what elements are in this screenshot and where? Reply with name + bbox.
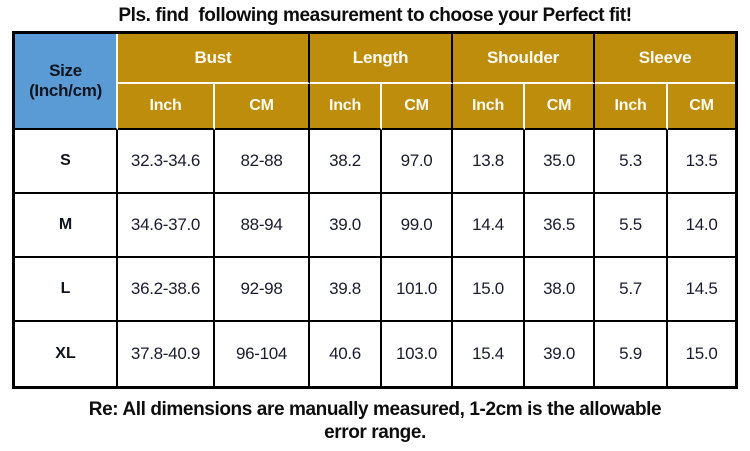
length-cm-value: 97.0	[382, 130, 454, 194]
subheader-shoulder-cm: CM	[525, 84, 596, 130]
shoulder-cm-value: 35.0	[525, 130, 596, 194]
bust-cm-value: 96-104	[215, 322, 311, 386]
bust-cm-value: 92-98	[215, 258, 311, 322]
length-cm-value: 103.0	[382, 322, 454, 386]
table-row-m: M 34.6-37.0 88-94 39.0 99.0 14.4 36.5 5.…	[15, 194, 736, 258]
header-group-row: Size (Inch/cm) Bust Length Shoulder Slee…	[15, 34, 736, 130]
table-row-xl: XL 37.8-40.9 96-104 40.6 103.0 15.4 39.0…	[15, 322, 736, 386]
subheader-length-inch: Inch	[310, 84, 383, 130]
subheader-bust-inch: Inch	[118, 84, 215, 130]
subheader-sleeve-cm: CM	[668, 84, 736, 130]
group-header-sleeve: Sleeve	[595, 34, 736, 84]
footer-note: Re: All dimensions are manually measured…	[0, 398, 750, 444]
length-inch-value: 39.8	[310, 258, 383, 322]
shoulder-cm-value: 39.0	[525, 322, 596, 386]
group-header-length: Length	[310, 34, 454, 84]
page-title: Pls. find following measurement to choos…	[118, 5, 632, 26]
size-cell: L	[15, 258, 118, 322]
group-header-bust: Bust	[118, 34, 311, 84]
subheader-length-cm: CM	[382, 84, 454, 130]
size-cell: S	[15, 130, 118, 194]
length-cm-value: 101.0	[382, 258, 454, 322]
subheader-shoulder-inch: Inch	[453, 84, 526, 130]
sleeve-cm-value: 14.5	[668, 258, 736, 322]
length-inch-value: 40.6	[310, 322, 383, 386]
sleeve-inch-value: 5.9	[595, 322, 669, 386]
footer-note-line2: error range.	[324, 422, 426, 443]
length-cm-value: 99.0	[382, 194, 454, 258]
sleeve-cm-value: 13.5	[668, 130, 736, 194]
size-chart-table: Size (Inch/cm) Bust Length Shoulder Slee…	[12, 31, 739, 389]
shoulder-inch-value: 15.4	[453, 322, 526, 386]
footer-note-line1: Re: All dimensions are manually measured…	[88, 399, 662, 420]
table-row-s: S 32.3-34.6 82-88 38.2 97.0 13.8 35.0 5.…	[15, 130, 736, 194]
shoulder-inch-value: 13.8	[453, 130, 526, 194]
size-column-header: Size (Inch/cm)	[15, 34, 118, 130]
sleeve-inch-value: 5.3	[595, 130, 669, 194]
shoulder-inch-value: 15.0	[453, 258, 526, 322]
length-inch-value: 38.2	[310, 130, 383, 194]
bust-inch-value: 32.3-34.6	[118, 130, 215, 194]
sleeve-inch-value: 5.7	[595, 258, 669, 322]
group-header-shoulder: Shoulder	[453, 34, 596, 84]
shoulder-cm-value: 36.5	[525, 194, 596, 258]
bust-cm-value: 88-94	[215, 194, 311, 258]
shoulder-inch-value: 14.4	[453, 194, 526, 258]
bust-inch-value: 37.8-40.9	[118, 322, 215, 386]
subheader-sleeve-inch: Inch	[595, 84, 669, 130]
sleeve-cm-value: 15.0	[668, 322, 736, 386]
bust-inch-value: 36.2-38.6	[118, 258, 215, 322]
bust-inch-value: 34.6-37.0	[118, 194, 215, 258]
size-cell: XL	[15, 322, 118, 386]
size-cell: M	[15, 194, 118, 258]
length-inch-value: 39.0	[310, 194, 383, 258]
table-row-l: L 36.2-38.6 92-98 39.8 101.0 15.0 38.0 5…	[15, 258, 736, 322]
sleeve-cm-value: 14.0	[668, 194, 736, 258]
sleeve-inch-value: 5.5	[595, 194, 669, 258]
bust-cm-value: 82-88	[215, 130, 311, 194]
subheader-bust-cm: CM	[215, 84, 311, 130]
header-sub-row: Inch CM Inch CM Inch CM Inch CM	[15, 84, 736, 130]
shoulder-cm-value: 38.0	[525, 258, 596, 322]
